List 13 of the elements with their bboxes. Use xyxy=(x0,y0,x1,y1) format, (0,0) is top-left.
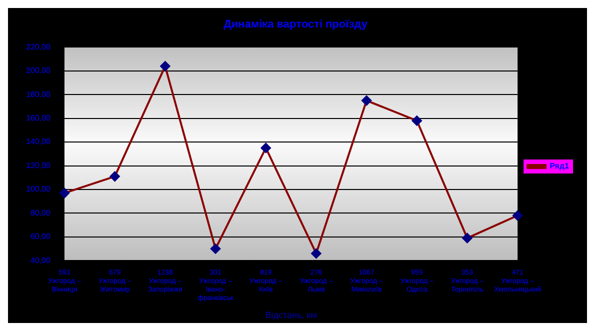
y-tick-label: 180,00 xyxy=(26,90,52,99)
y-tick-label: 200,00 xyxy=(26,66,52,76)
y-tick-label: 40,00 xyxy=(30,256,52,265)
chart-title: Динаміка вартості проїзду xyxy=(224,18,368,31)
y-tick-label: 80,00 xyxy=(30,208,52,218)
y-tick-label: 160,00 xyxy=(26,114,52,123)
y-tick-label: 220,00 xyxy=(26,42,52,52)
x-axis-title: Відстань, км xyxy=(265,310,317,320)
legend-label: Ряд1 xyxy=(550,162,570,171)
y-tick-label: 120,00 xyxy=(26,160,52,170)
y-tick-label: 140,00 xyxy=(26,137,52,146)
y-tick-label: 60,00 xyxy=(30,232,52,242)
y-tick-label: 100,00 xyxy=(26,184,52,194)
